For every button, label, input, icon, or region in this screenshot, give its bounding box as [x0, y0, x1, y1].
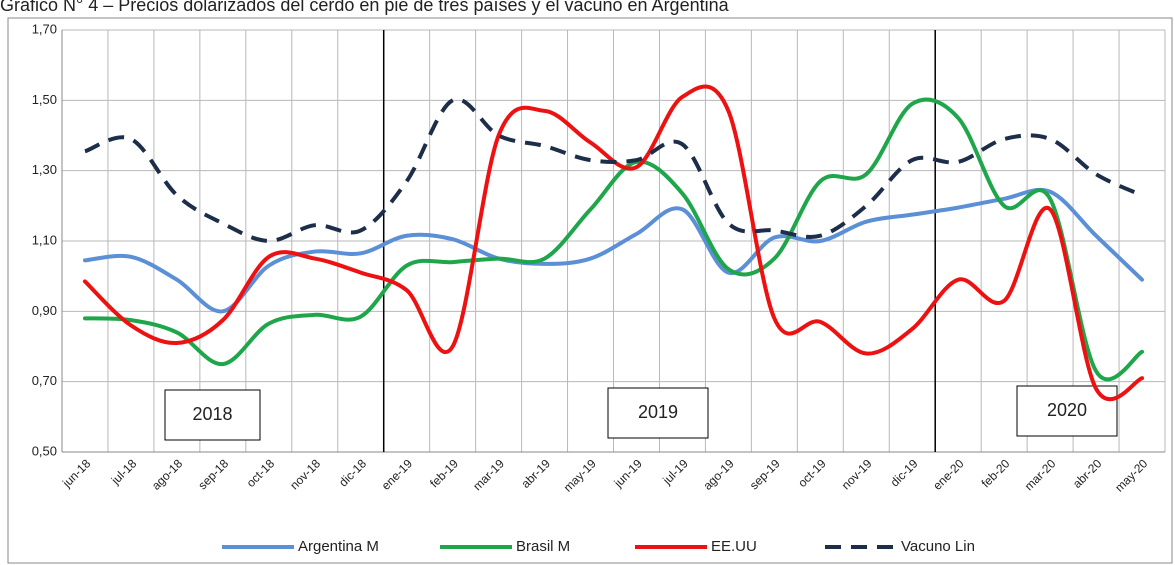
- x-tick-label: ene-19: [379, 456, 416, 493]
- annotation: 2019: [638, 402, 678, 422]
- chart-frame: [7, 17, 1173, 564]
- x-tick-label: nov-18: [287, 456, 323, 492]
- x-tick-label: mar-19: [470, 456, 507, 493]
- annotation-box: [607, 387, 709, 439]
- x-tick-label: nov-19: [839, 456, 875, 492]
- x-tick-label: feb-19: [427, 456, 461, 490]
- y-tick-label: 0,50: [32, 443, 57, 458]
- x-tick-label: abr-20: [1070, 456, 1105, 491]
- y-tick-label: 0,70: [32, 373, 57, 388]
- series-line: [82, 84, 1145, 402]
- x-tick-label: dic-19: [888, 456, 921, 489]
- x-tick-label: oct-18: [244, 456, 278, 490]
- y-tick-label: 1,50: [32, 92, 57, 107]
- x-tick-label: may-20: [1112, 456, 1150, 494]
- y-tick-label: 1,30: [32, 162, 57, 177]
- chart-title: Gráfico N° 4 – Precios dolarizados del c…: [0, 0, 730, 15]
- series-line: [82, 187, 1145, 314]
- x-tick-label: jun-19: [611, 456, 645, 490]
- y-tick-label: 1,10: [32, 232, 57, 247]
- x-tick-label: feb-20: [979, 456, 1013, 490]
- annotation-box: [164, 389, 261, 441]
- x-tick-label: sep-18: [195, 456, 231, 492]
- x-tick-label: abr-19: [518, 456, 553, 491]
- y-tick-label: 1,70: [32, 21, 57, 36]
- x-tick-label: ene-20: [930, 456, 967, 493]
- legend-label: Vacuno Lin: [901, 538, 975, 555]
- y-tick-label: 0,90: [32, 303, 57, 318]
- x-tick-label: ago-19: [700, 456, 737, 493]
- x-tick-label: dic-18: [336, 456, 369, 489]
- legend-label: Brasil M: [516, 538, 570, 555]
- x-tick-label: oct-19: [795, 456, 829, 490]
- x-tick-label: jun-18: [59, 456, 93, 490]
- x-tick-label: ago-18: [149, 456, 186, 493]
- series-line: [84, 97, 1143, 244]
- x-tick-label: jul-19: [659, 456, 691, 488]
- annotation: 2018: [192, 404, 232, 424]
- x-tick-label: sep-19: [747, 456, 783, 492]
- legend-label: Argentina M: [298, 538, 379, 555]
- legend-label: EE.UU: [711, 538, 757, 555]
- x-tick-label: mar-20: [1022, 456, 1059, 493]
- x-tick-label: jul-18: [108, 456, 140, 488]
- annotation: 2020: [1047, 400, 1087, 420]
- x-tick-label: may-19: [561, 456, 599, 494]
- series-line: [82, 97, 1145, 382]
